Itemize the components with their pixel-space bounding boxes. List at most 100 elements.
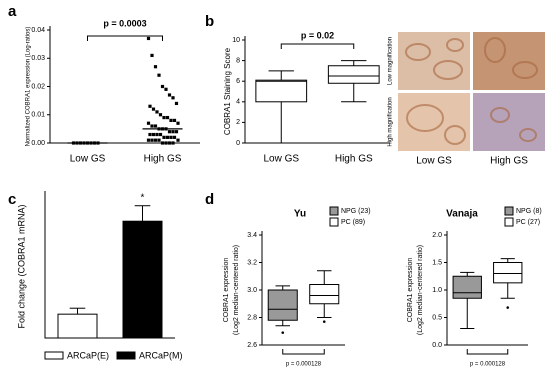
data-point <box>155 110 159 114</box>
box <box>452 275 482 299</box>
data-point <box>165 135 170 139</box>
micrograph <box>473 93 545 151</box>
chart-title: Vanaja <box>446 209 478 220</box>
y-tick-label: 0 <box>236 140 240 147</box>
bar <box>122 220 163 339</box>
axis-line <box>49 26 200 144</box>
y-axis-label: (Log2 median-centered ratio) <box>233 245 240 335</box>
outlier <box>506 306 510 309</box>
y-tick-label: 3.2 <box>247 259 257 266</box>
data-point <box>162 135 166 139</box>
legend-label: ARCaP(M) <box>139 350 183 360</box>
y-tick-label: 3.4 <box>247 232 257 239</box>
data-point <box>157 138 161 142</box>
data-point <box>155 132 159 137</box>
y-axis-label: (Log2 median-centered ratio) <box>417 245 424 335</box>
data-point <box>169 118 173 122</box>
bracket <box>280 43 355 49</box>
outlier <box>281 331 285 334</box>
bracket <box>466 349 509 355</box>
y-tick-label: 2.0 <box>432 232 442 239</box>
x-tick-label: Low GS <box>70 154 106 165</box>
data-point <box>172 135 177 139</box>
y-tick-label: 0.04 <box>31 27 45 34</box>
legend-label: NPG (8) <box>516 208 542 215</box>
legend-label: ARCaP(E) <box>67 350 109 360</box>
micrograph-grid: Low magnification High magnification Low… <box>388 32 545 167</box>
y-axis-label: Normalized COBRA1 expression (Log-ratios… <box>26 27 32 147</box>
data-point <box>160 84 165 89</box>
data-point <box>160 141 165 145</box>
y-tick-label: 1.0 <box>432 287 442 294</box>
column-label: Low GS <box>416 156 452 167</box>
data-point <box>150 138 154 142</box>
data-point <box>158 132 163 137</box>
y-tick-label: 2.6 <box>247 342 257 349</box>
data-point <box>167 93 172 97</box>
y-tick-label: 6 <box>236 78 240 85</box>
micrograph <box>398 32 470 90</box>
box <box>255 79 308 103</box>
data-point <box>148 132 152 137</box>
y-tick-label: 1.5 <box>432 259 442 266</box>
y-tick-label: 4 <box>236 99 240 106</box>
row-label: High magnification <box>388 97 394 146</box>
legend-label: PC (89) <box>341 219 365 226</box>
legend-swatch <box>504 206 514 216</box>
y-tick-label: 3.0 <box>247 287 257 294</box>
data-point <box>146 36 151 41</box>
panel-letter: c <box>8 191 16 208</box>
box <box>493 262 523 284</box>
y-axis-label: Fold change (COBRA1 mRNA) <box>16 204 26 328</box>
data-point <box>171 141 175 145</box>
y-tick-label: 0.01 <box>31 112 45 119</box>
y-tick-label: 0.5 <box>432 314 442 321</box>
bracket <box>87 35 163 41</box>
y-tick-label: 0.03 <box>31 55 45 62</box>
legend-swatch <box>44 351 64 360</box>
panel-letter: b <box>205 13 214 30</box>
y-axis-label: COBRA1 Staining Score <box>223 47 232 135</box>
data-point <box>164 141 168 145</box>
bar <box>57 313 98 339</box>
data-point <box>146 121 151 125</box>
data-point <box>150 53 154 58</box>
box <box>327 65 380 84</box>
annotation: p = 0.000128 <box>286 362 322 368</box>
y-axis-label: COBRA1 expression <box>407 258 414 323</box>
panel-letter: a <box>8 3 17 20</box>
data-point <box>148 104 152 108</box>
y-axis-label: COBRA1 expression <box>223 258 230 323</box>
y-tick-label: 2.8 <box>247 314 257 321</box>
data-point <box>167 130 172 134</box>
data-point <box>146 138 151 142</box>
data-point <box>169 135 173 139</box>
tissue-texture <box>405 37 538 145</box>
annotation: p = 0.000128 <box>470 362 506 368</box>
y-tick-label: 0.02 <box>31 83 45 90</box>
data-point <box>151 132 156 137</box>
legend-label: NPG (23) <box>341 208 371 215</box>
bracket <box>282 349 325 355</box>
annotation: p = 0.0003 <box>103 18 146 28</box>
data-point <box>153 138 158 142</box>
data-point <box>176 138 180 142</box>
column-label: High GS <box>490 156 528 167</box>
annotation: * <box>141 192 145 203</box>
x-tick-label: High GS <box>335 154 373 165</box>
y-tick-label: 0.00 <box>31 140 45 147</box>
chart-title: Yu <box>294 209 306 220</box>
data-point <box>172 118 177 122</box>
data-point <box>153 65 158 69</box>
legend-swatch <box>329 217 339 227</box>
data-point <box>153 124 158 128</box>
outlier <box>322 320 326 323</box>
data-point <box>150 124 154 128</box>
data-point <box>162 115 166 120</box>
data-point <box>164 87 168 91</box>
data-point <box>158 113 163 117</box>
y-tick-label: 8 <box>236 57 240 64</box>
row-label: Low magnification <box>388 37 394 85</box>
box <box>267 289 298 321</box>
x-tick-label: High GS <box>144 154 182 165</box>
